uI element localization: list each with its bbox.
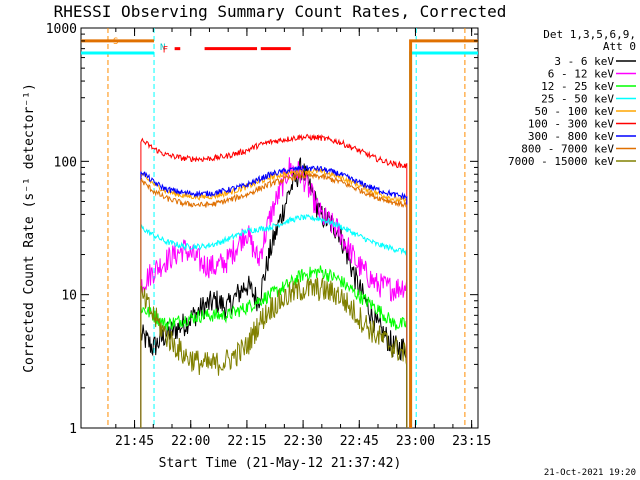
series-line [140,165,408,428]
y-tick-label: 10 [61,289,77,304]
legend-entry-label: 800 - 7000 keV [521,143,614,156]
series-post-segment [409,39,478,428]
series-line [140,157,408,428]
series-line [140,171,408,428]
x-tick-label: 23:00 [396,434,435,449]
plot-area-frame [80,27,479,429]
night-label: N [160,43,165,53]
legend-entry-label: 7000 - 15000 keV [508,155,614,168]
x-tick-label: 21:45 [115,434,154,449]
series-post-segment [409,51,478,428]
legend-entry-label: 12 - 25 keV [541,80,614,93]
series-line [140,157,408,428]
axes-layer: 1 10 100 1000 21:45 22:00 22:15 22:30 22:45 23:00… [46,22,492,449]
y-tick-label: 100 [54,155,77,170]
legend-entry-label: 25 - 50 keV [541,93,614,106]
y-tick-label: 1 [69,422,77,437]
legend-entry-label: 6 - 12 keV [548,68,615,81]
legend-entry-label: 300 - 800 keV [528,130,614,143]
x-tick-label: 22:15 [227,434,266,449]
series-line [140,133,408,428]
x-tick-label: 22:30 [284,434,323,449]
series-line [140,214,408,428]
annotation-layer: SNF [107,28,466,428]
x-tick-label: 22:45 [340,434,379,449]
legend-entry-label: 50 - 100 keV [535,105,615,118]
legend-header-line-1: Det 1,3,5,6,9, [543,28,636,41]
chart-title: RHESSI Observing Summary Count Rates, Co… [54,2,507,21]
y-axis-label: Corrected Count Rate (s⁻¹ detector⁻¹) [22,83,37,373]
series-line [140,277,408,428]
legend-entry-label: 100 - 300 keV [528,118,614,131]
x-tick-label: 23:15 [452,434,491,449]
x-axis-label: Start Time (21-May-12 21:37:42) [159,456,402,471]
series-layer [81,39,478,428]
flare-label: F [163,46,168,56]
x-tick-label: 22:00 [171,434,210,449]
generation-datestamp: 21-Oct-2021 19:20 [544,468,636,478]
legend-entry-label: 3 - 6 keV [554,55,614,68]
y-tick-label: 1000 [46,22,77,37]
series-line [140,265,408,428]
legend-header-line-2: Att 0 [603,40,636,53]
